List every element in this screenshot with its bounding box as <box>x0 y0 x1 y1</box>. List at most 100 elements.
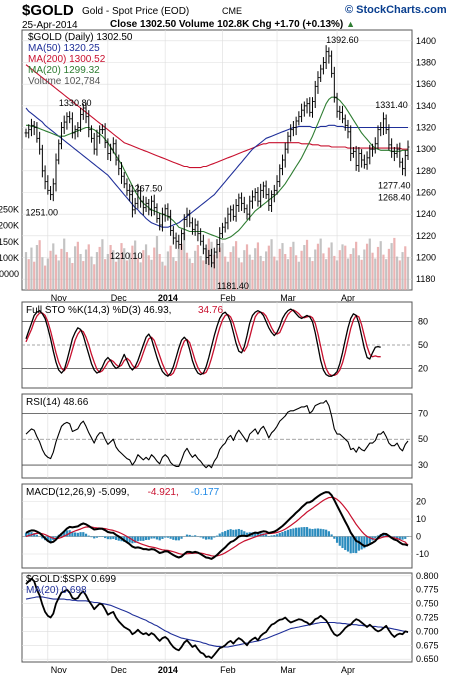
volume-bar <box>401 252 404 290</box>
macd-histogram-bar <box>174 536 178 541</box>
macd-histogram-bar <box>292 528 295 537</box>
macd-histogram-bar <box>76 532 79 537</box>
volume-bar <box>376 246 380 290</box>
macd-histogram-bar <box>158 536 161 541</box>
volume-tick-label: 50000 <box>0 269 19 279</box>
volume-bar <box>295 255 298 290</box>
macd-histogram-bar <box>300 527 303 537</box>
ratio-tick-label: 0.750 <box>416 599 439 609</box>
x-axis-label-bottom: Dec <box>111 665 128 675</box>
volume-bar <box>46 258 49 290</box>
macd-histogram-bar <box>398 536 401 540</box>
macd-histogram-bar <box>341 536 344 549</box>
macd-histogram-bar <box>355 536 358 554</box>
volume-bar <box>325 259 328 290</box>
x-axis-label-bottom: Mar <box>280 665 296 675</box>
price-legend-0: $GOLD (Daily) 1302.50 <box>28 32 133 43</box>
ratio-tick-label: 0.700 <box>416 626 439 636</box>
volume-bar <box>259 255 262 290</box>
volume-bar <box>120 243 123 290</box>
price-annotation: 1268.40 <box>378 192 411 202</box>
macd-histogram-bar <box>232 529 235 537</box>
volume-bar <box>101 239 104 290</box>
macd-histogram-bar <box>46 536 49 542</box>
volume-bar <box>63 238 66 290</box>
macd-histogram-bar <box>352 536 355 553</box>
volume-bar <box>90 256 93 290</box>
volume-bar <box>308 257 311 290</box>
volume-bar <box>191 263 194 290</box>
macd-histogram-bar <box>210 536 213 540</box>
volume-bar <box>30 247 33 290</box>
macd-histogram-bar <box>191 535 194 537</box>
macd-histogram-bar <box>49 536 52 542</box>
x-axis-label: 2014 <box>158 293 178 303</box>
macd-histogram-bar <box>270 535 273 537</box>
macd-histogram-bar <box>229 529 232 537</box>
volume-tick-label: 250K <box>0 205 19 215</box>
macd-histogram-bar <box>281 531 284 537</box>
stochastic-tick-label: 80 <box>418 317 428 327</box>
macd-histogram-bar <box>87 535 90 537</box>
volume-tick-label: 200K <box>0 221 19 231</box>
volume-bar <box>153 247 156 290</box>
stochastic-tick-label: 50 <box>418 340 428 350</box>
volume-bar <box>199 255 202 290</box>
volume-bar <box>305 239 309 290</box>
volume-bar <box>349 254 352 290</box>
volume-bar <box>292 241 295 290</box>
brand-logo: © StockCharts.com <box>345 4 447 16</box>
macd-histogram-bar <box>71 531 74 537</box>
macd-histogram-bar <box>376 535 380 537</box>
volume-bar <box>248 254 251 290</box>
up-arrow-icon: ▲ <box>346 19 355 29</box>
macd-histogram-bar <box>90 536 93 538</box>
macd-histogram-bar <box>117 536 120 541</box>
price-tick-label: 1200 <box>416 253 436 263</box>
volume-bar <box>33 261 36 290</box>
volume-bar <box>136 257 139 290</box>
stochastic-legend-1: 34.76 <box>198 305 223 316</box>
macd-histogram-bar <box>221 532 224 537</box>
volume-bar <box>278 248 281 290</box>
macd-histogram-bar <box>385 534 388 537</box>
macd-histogram-bar <box>226 529 230 537</box>
volume-bar <box>213 254 216 290</box>
macd-histogram-bar <box>166 536 169 538</box>
macd-histogram-bar <box>169 536 172 539</box>
macd-histogram-bar <box>224 531 227 537</box>
ma200-legend-0: MA(200) 1300.52 <box>28 54 106 65</box>
quote-date: 25-Apr-2014 <box>22 20 78 31</box>
volume-bar <box>27 259 30 290</box>
ma20-line <box>26 96 408 240</box>
volume-bar <box>196 245 199 290</box>
volume-bar <box>281 243 284 290</box>
ratio-tick-label: 0.675 <box>416 640 439 650</box>
volume-bar <box>226 261 230 290</box>
volume-bar <box>251 259 254 290</box>
macd-histogram-bar <box>74 532 77 537</box>
macd-histogram-bar <box>207 536 210 540</box>
quote-text: Close 1302.50 Volume 102.8K Chg +1.70 (+… <box>110 19 344 30</box>
volume-bar <box>183 232 186 290</box>
volume-bar <box>316 243 320 290</box>
x-axis-label-bottom: Feb <box>220 665 236 675</box>
volume-bar <box>24 252 28 290</box>
macd-histogram-bar <box>330 534 333 537</box>
macd-histogram-bar <box>333 536 336 539</box>
macd-histogram-bar <box>305 527 309 537</box>
macd-histogram-bar <box>256 533 260 537</box>
rsi-line <box>25 399 409 469</box>
macd-histogram-bar <box>41 536 44 539</box>
volume-bar <box>365 243 369 290</box>
volume-bar <box>125 260 129 290</box>
volume-bar <box>204 248 208 290</box>
ratio-tick-label: 0.725 <box>416 613 439 623</box>
macd-histogram-bar <box>125 536 129 543</box>
macd-histogram-bar <box>303 527 306 537</box>
volume-bar <box>267 245 270 290</box>
macd-histogram-bar <box>275 534 279 537</box>
macd-histogram-bar <box>101 536 104 538</box>
volume-bar <box>379 241 382 290</box>
volume-bar <box>215 259 219 290</box>
